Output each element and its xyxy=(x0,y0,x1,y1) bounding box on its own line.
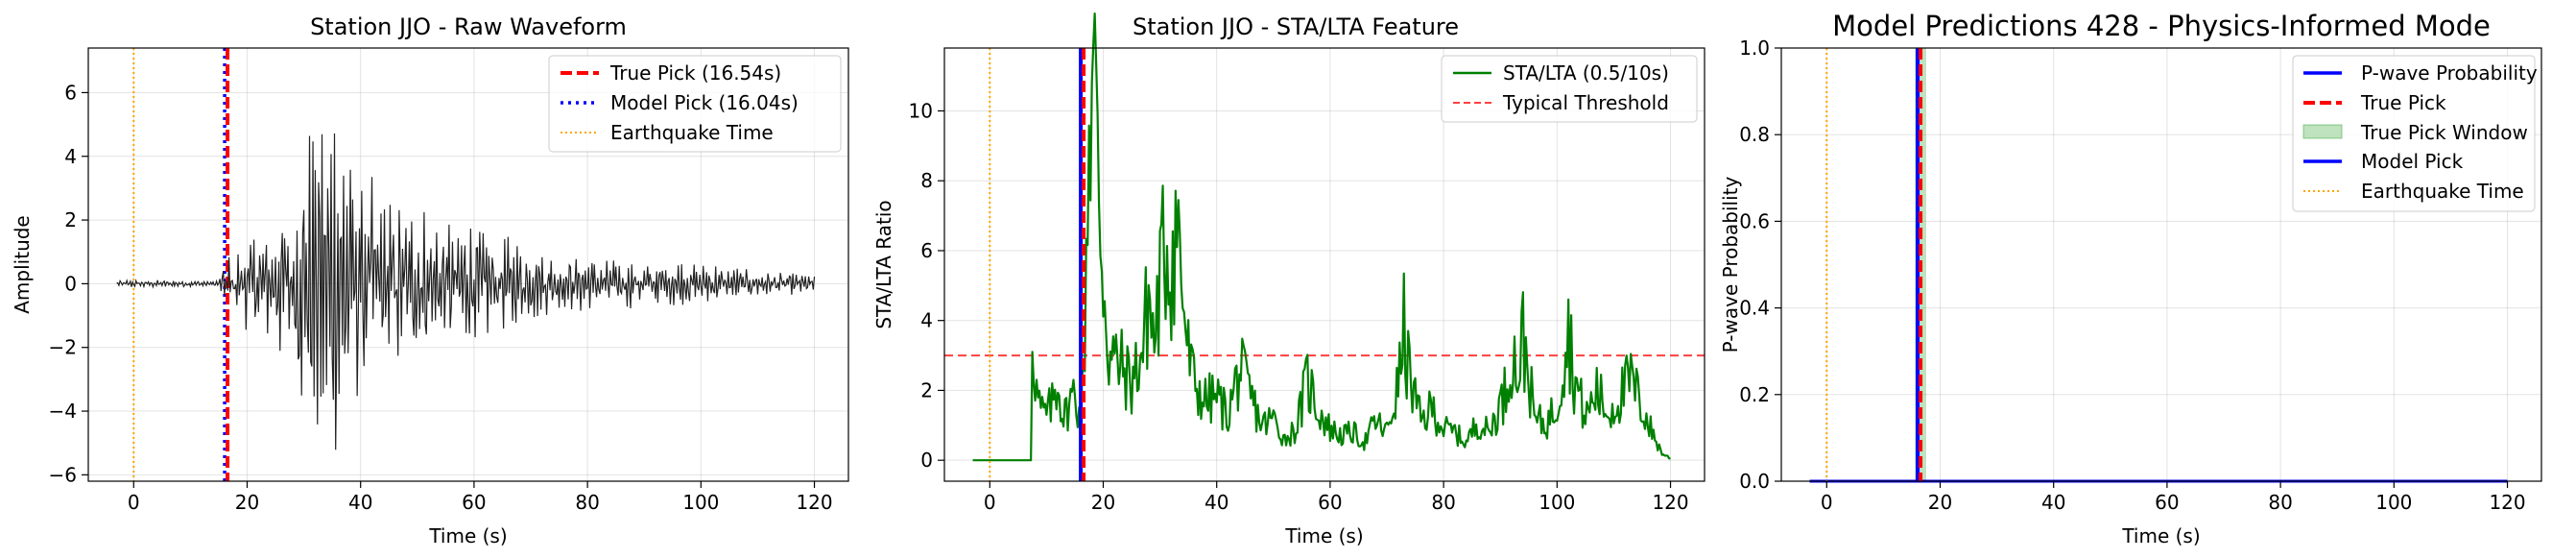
x-tick-label: 40 xyxy=(2041,491,2065,514)
y-tick-label: 0 xyxy=(920,449,933,472)
x-tick-label: 60 xyxy=(462,491,486,514)
y-ticks: 0.0 0.2 0.4 0.6 0.8 1.0 xyxy=(1739,36,1781,493)
y-axis-label: Amplitude xyxy=(11,215,34,314)
x-tick-label: 20 xyxy=(235,491,259,514)
x-tick-label: 80 xyxy=(575,491,599,514)
y-axis-label: P-wave Probability xyxy=(1719,177,1742,353)
legend-box xyxy=(548,55,842,153)
plot-frame xyxy=(87,47,849,482)
x-tick-label: 60 xyxy=(1318,491,1342,514)
y-tick-label: 0.0 xyxy=(1739,470,1770,493)
plot-frame xyxy=(943,47,1705,482)
legend-label-window: True Pick Window xyxy=(2360,121,2528,144)
pick-lines xyxy=(132,48,230,481)
legend-label-model-pick: Model Pick xyxy=(2361,150,2464,173)
x-tick-label: 20 xyxy=(1091,491,1115,514)
x-tick-label: 100 xyxy=(2375,491,2412,514)
y-tick-label: −6 xyxy=(49,463,77,486)
y-tick-label: 2 xyxy=(64,208,77,231)
y-tick-label: −4 xyxy=(49,400,77,423)
x-ticks: 0 20 40 60 80 100 120 xyxy=(984,481,1689,514)
y-tick-label: 0 xyxy=(64,272,77,295)
chart-title: Model Predictions 428 - Physics-Informed… xyxy=(1832,10,2491,42)
legend-label-true-pick: True Pick xyxy=(2360,91,2446,114)
waveform-panel: Station JJO - Raw Waveform 0 20 40 60 80 100 1… xyxy=(11,13,849,547)
y-ticks: 0 2 4 6 8 10 xyxy=(909,99,944,472)
x-axis-label: Time (s) xyxy=(2121,524,2200,547)
x-tick-label: 40 xyxy=(1205,491,1228,514)
x-tick-label: 100 xyxy=(682,491,719,514)
y-tick-label: 8 xyxy=(920,169,933,192)
x-tick-label: 0 xyxy=(984,491,996,514)
legend-label-sta-lta: STA/LTA (0.5/10s) xyxy=(1503,61,1669,85)
chart-title: Station JJO - STA/LTA Feature xyxy=(1133,13,1459,40)
sta-lta-panel: Station JJO - STA/LTA Feature 0 20 40 60 80 1… xyxy=(872,12,1705,547)
legend: True Pick (16.54s) Model Pick (16.04s) E… xyxy=(548,55,842,153)
legend-label-probability: P-wave Probability xyxy=(2361,61,2538,85)
x-tick-label: 120 xyxy=(796,491,832,514)
y-tick-label: 2 xyxy=(920,378,933,401)
legend-label-earthquake: Earthquake Time xyxy=(2361,180,2524,203)
legend: STA/LTA (0.5/10s) Typical Threshold xyxy=(1441,55,1698,123)
x-tick-label: 60 xyxy=(2155,491,2179,514)
series-layer xyxy=(116,133,816,450)
legend: P-wave Probability True Pick True Pick W… xyxy=(2292,55,2538,212)
y-tick-label: 4 xyxy=(64,145,77,168)
plot-frame xyxy=(1780,47,2542,482)
y-tick-label: −2 xyxy=(49,336,77,359)
y-axis-label: STA/LTA Ratio xyxy=(872,200,895,328)
x-tick-label: 0 xyxy=(128,491,140,514)
y-tick-label: 0.2 xyxy=(1739,383,1770,406)
y-tick-label: 0.8 xyxy=(1739,123,1770,146)
pick-lines xyxy=(1825,48,1923,481)
x-tick-label: 80 xyxy=(1431,491,1455,514)
chart-title: Station JJO - Raw Waveform xyxy=(310,13,627,40)
sta-lta-line xyxy=(972,12,1671,462)
y-tick-label: 6 xyxy=(64,81,77,104)
y-tick-label: 1.0 xyxy=(1739,36,1770,60)
series-layer xyxy=(972,12,1671,462)
x-tick-label: 0 xyxy=(1821,491,1833,514)
x-ticks: 0 20 40 60 80 100 120 xyxy=(128,481,833,514)
pick-lines xyxy=(989,48,1086,481)
y-ticks: −6 −4 −2 0 2 4 6 xyxy=(49,81,88,486)
legend-label-true-pick: True Pick (16.54s) xyxy=(609,61,781,85)
waveform-line xyxy=(116,133,816,450)
predictions-panel: Model Predictions 428 - Physics-Informed… xyxy=(1719,10,2542,547)
legend-window-swatch xyxy=(2302,124,2343,139)
legend-box xyxy=(1441,55,1698,123)
x-tick-label: 80 xyxy=(2268,491,2292,514)
x-tick-label: 100 xyxy=(1538,491,1575,514)
x-tick-label: 120 xyxy=(2489,491,2525,514)
y-tick-label: 0.6 xyxy=(1739,209,1770,232)
x-axis-label: Time (s) xyxy=(428,524,507,547)
legend-box xyxy=(2292,55,2536,212)
legend-label-threshold: Typical Threshold xyxy=(1502,91,1669,114)
x-tick-label: 120 xyxy=(1652,491,1688,514)
y-tick-label: 0.4 xyxy=(1739,297,1770,320)
x-tick-label: 20 xyxy=(1928,491,1952,514)
x-axis-label: Time (s) xyxy=(1284,524,1363,547)
y-tick-label: 6 xyxy=(920,239,933,262)
y-tick-label: 10 xyxy=(909,99,933,122)
legend-label-earthquake: Earthquake Time xyxy=(610,121,774,144)
y-tick-label: 4 xyxy=(920,309,933,332)
x-tick-label: 40 xyxy=(348,491,372,514)
legend-label-model-pick: Model Pick (16.04s) xyxy=(610,91,799,114)
x-ticks: 0 20 40 60 80 100 120 xyxy=(1821,481,2526,514)
